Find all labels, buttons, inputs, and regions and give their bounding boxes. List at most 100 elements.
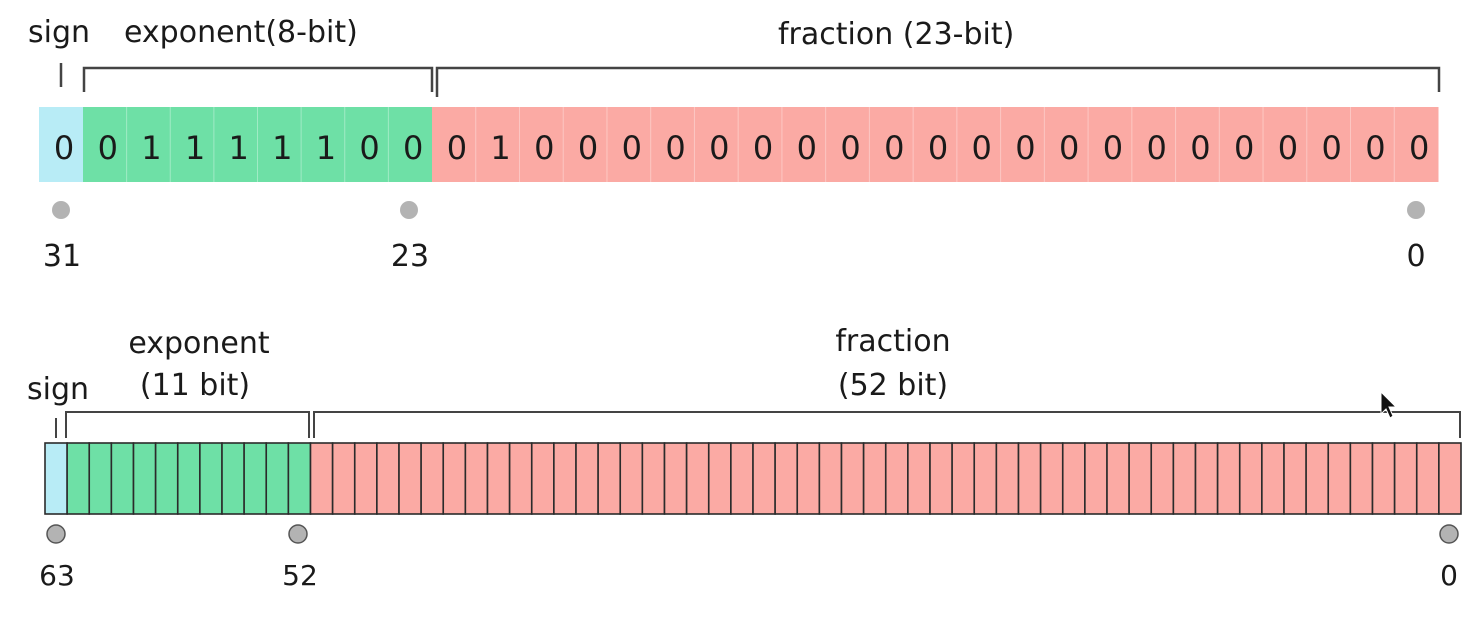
float64-marker-0: [1439, 524, 1459, 544]
float64-exponent-bit-cell: [176, 442, 201, 515]
float64-fraction-bit-cell: [685, 442, 710, 515]
float32-position-0: 0: [1406, 239, 1425, 274]
float32-position-23: 23: [391, 239, 429, 274]
float64-fraction-bit-cell: [641, 442, 666, 515]
float32-fraction-bit-cell: [475, 107, 520, 182]
float64-fraction-bit-cell: [1393, 442, 1418, 515]
float64-fraction-bit-cell: [376, 442, 400, 515]
float32-fraction-bit-cell: [694, 107, 739, 182]
float64-fraction-bit-cell: [1194, 442, 1219, 515]
float32-exponent-bit-value: 1: [141, 129, 161, 167]
float32-exponent-bit-cell: [126, 107, 171, 182]
float32-fraction-bit-value: 0: [578, 129, 598, 167]
float64-fraction-bit-cell: [309, 442, 334, 515]
float32-fraction-bit-value: 0: [884, 129, 904, 167]
float32-fraction-bit-value: 0: [928, 129, 948, 167]
float32-fraction-bit-value: 0: [665, 129, 685, 167]
float32-fraction-bit-value: 0: [972, 129, 992, 167]
float32-exponent-bit-value: 1: [316, 129, 336, 167]
float32-sign-label: sign: [28, 15, 90, 50]
float32-fraction-bit-cell: [1306, 107, 1352, 182]
float64-fraction-bit-cell: [973, 442, 998, 515]
float32-fraction-bit-value: 0: [1103, 129, 1123, 167]
float64-exponent-bit-cell: [287, 442, 312, 515]
float32-exponent-bracket: [82, 66, 434, 92]
float64-exponent-label: exponent: [128, 326, 270, 361]
float32-fraction-bit-cell: [738, 107, 783, 182]
float32-fraction-bit-value: 0: [753, 129, 773, 167]
float64-fraction-bit-cell: [575, 442, 599, 515]
float32-fraction-bit-value: 0: [1015, 129, 1035, 167]
float64-fraction-bit-cell: [1371, 442, 1396, 515]
float32-fraction-bit-value: 0: [1278, 129, 1298, 167]
float64-fraction-bit-cell: [840, 442, 865, 515]
float64-exponent-bit-cell: [132, 442, 157, 515]
float64-fraction-bit-cell: [730, 442, 754, 515]
float32-position-31: 31: [43, 239, 81, 274]
mouse-cursor-icon: [1380, 390, 1398, 419]
float32-fraction-bit-cell: [1175, 107, 1220, 182]
float32-exponent-bit-value: 1: [229, 129, 249, 167]
float32-sign-bit-value: 0: [54, 129, 74, 167]
float64-fraction-bit-cell: [1305, 442, 1330, 515]
float64-fraction-bit-cell: [1261, 442, 1285, 515]
float64-fraction-bit-cell: [464, 442, 489, 515]
float32-fraction-bit-cell: [1000, 107, 1045, 182]
float64-fraction-bit-cell: [884, 442, 909, 515]
float32-fraction-bit-cell: [1394, 107, 1439, 182]
float64-fraction-bit-cell: [1150, 442, 1175, 515]
float64-position-0: 0: [1440, 559, 1458, 592]
float32-diagram: sign exponent(8-bit) fraction (23-bit) 0…: [28, 15, 1441, 274]
float32-fraction-label: fraction (23-bit): [778, 17, 1014, 52]
float64-fraction-bit-cell: [508, 442, 533, 515]
float32-fraction-bit-value: 0: [709, 129, 729, 167]
float64-fraction-bit-cell: [1415, 442, 1440, 515]
float64-fraction-bit-cell: [353, 442, 378, 515]
float64-fraction-bits-label: (52 bit): [838, 368, 948, 403]
float64-fraction-bit-cell: [1327, 442, 1352, 515]
float64-fraction-bit-cell: [818, 442, 843, 515]
float64-exponent-bit-cell: [110, 442, 135, 515]
float32-fraction-bit-cell: [781, 107, 827, 182]
float32-exponent-bit-cell: [388, 107, 433, 182]
float32-fraction-bit-cell: [1263, 107, 1308, 182]
float64-fraction-bit-cell: [1172, 442, 1197, 515]
float32-fraction-bit-cell: [913, 107, 958, 182]
float64-fraction-bit-cell: [597, 442, 622, 515]
float64-exponent-bracket: [65, 411, 310, 438]
float32-fraction-bit-value: 1: [490, 129, 510, 167]
float32-exponent-bit-value: 1: [185, 129, 205, 167]
float32-exponent-bit-cell: [344, 107, 389, 182]
float32-fraction-bit-cell: [1044, 107, 1089, 182]
float64-fraction-bit-cell: [1128, 442, 1153, 515]
float64-fraction-bit-cell: [1017, 442, 1042, 515]
float64-bit-cells: [44, 442, 1462, 515]
float32-fraction-bit-cell: [563, 107, 608, 182]
float64-fraction-bit-cell: [1438, 442, 1462, 515]
float64-exponent-bit-cell: [154, 442, 179, 515]
float64-exponent-bit-cell: [265, 442, 290, 515]
float64-fraction-bit-cell: [420, 442, 445, 515]
float32-fraction-bit-cell: [519, 107, 564, 182]
float64-fraction-bit-cell: [1039, 442, 1064, 515]
float32-fraction-bit-cell: [606, 107, 652, 182]
float64-sign-label: sign: [27, 372, 89, 407]
float64-fraction-bit-cell: [774, 442, 799, 515]
float64-fraction-bit-cell: [331, 442, 356, 515]
float64-marker-63: [46, 524, 66, 544]
float32-sign-bit-cell: [39, 107, 84, 182]
float32-marker-23: [400, 201, 418, 219]
float32-marker-31: [52, 201, 70, 219]
float32-exponent-label: exponent(8-bit): [124, 15, 358, 50]
float32-fraction-bit-cell: [869, 107, 914, 182]
float32-exponent-bit-cell: [83, 107, 128, 182]
float32-fraction-bit-value: 0: [447, 129, 467, 167]
float64-sign-bit-cell: [44, 442, 68, 515]
float32-fraction-bit-value: 0: [797, 129, 817, 167]
float64-exponent-bit-cell: [66, 442, 91, 515]
float64-position-52: 52: [282, 559, 318, 592]
float64-exponent-bit-cell: [199, 442, 223, 515]
